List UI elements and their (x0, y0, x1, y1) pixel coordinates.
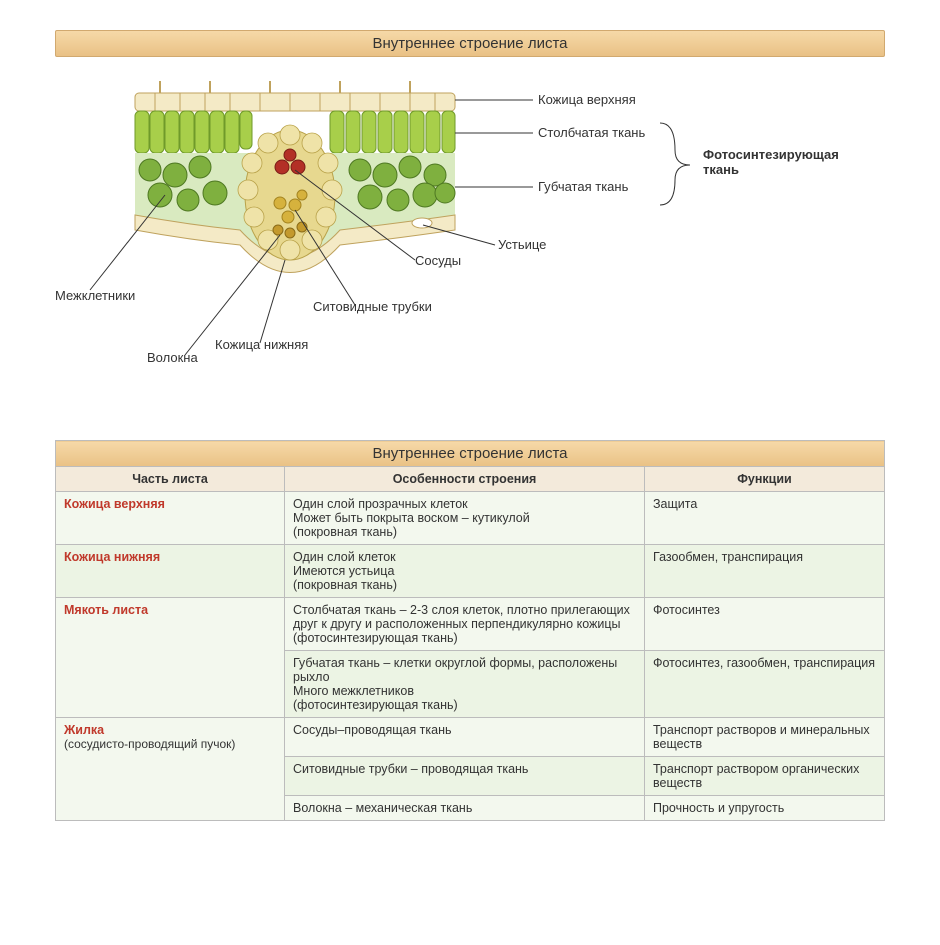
label-spongy: Губчатая ткань (538, 179, 628, 194)
row-part: Мякоть листа (64, 603, 148, 617)
row-function: Газообмен, транспирация (645, 545, 885, 598)
table-row: Мякоть листа Столбчатая ткань – 2-3 слоя… (56, 598, 885, 651)
row-part: Кожица нижняя (64, 550, 160, 564)
label-lower-epidermis: Кожица нижняя (215, 337, 308, 352)
diagram-title-bar: Внутреннее строение листа (55, 30, 885, 57)
table-title: Внутреннее строение листа (56, 441, 885, 467)
row-function: Транспорт раствором органических веществ (645, 757, 885, 796)
row-structure: Один слой клетокИмеются устьица(покровна… (285, 545, 645, 598)
row-part: Кожица верхняя (64, 497, 165, 511)
row-structure: Волокна – механическая ткань (285, 796, 645, 821)
row-structure: Один слой прозрачных клетокМожет быть по… (285, 492, 645, 545)
label-upper-epidermis: Кожица верхняя (538, 92, 636, 107)
label-fibres: Волокна (147, 350, 198, 365)
col-head-function: Функции (645, 467, 885, 492)
table-row: Кожица верхняя Один слой прозрачных клет… (56, 492, 885, 545)
table-row: Кожица нижняя Один слой клетокИмеются ус… (56, 545, 885, 598)
label-vessels: Сосуды (415, 253, 461, 268)
row-structure: Губчатая ткань – клетки округлой формы, … (285, 651, 645, 718)
col-head-part: Часть листа (56, 467, 285, 492)
row-function: Фотосинтез, газообмен, транспирация (645, 651, 885, 718)
row-part-sub: (сосудисто-проводящий пучок) (64, 737, 276, 751)
row-function: Защита (645, 492, 885, 545)
row-function: Фотосинтез (645, 598, 885, 651)
row-part: Жилка (64, 723, 104, 737)
leaf-svg (130, 75, 460, 305)
row-structure: Ситовидные трубки – проводящая ткань (285, 757, 645, 796)
leaf-table: Внутреннее строение листа Часть листа Ос… (55, 440, 885, 821)
row-structure: Столбчатая ткань – 2-3 слоя клеток, плот… (285, 598, 645, 651)
label-palisade: Столбчатая ткань (538, 125, 645, 140)
row-function: Прочность и упругость (645, 796, 885, 821)
label-intercellular: Межклетники (55, 288, 135, 303)
label-stomata: Устьице (498, 237, 546, 252)
label-sieve: Ситовидные трубки (313, 299, 432, 314)
leaf-diagram: Кожица верхняя Столбчатая ткань Губчатая… (55, 75, 885, 410)
row-function: Транспорт растворов и минеральных вещест… (645, 718, 885, 757)
label-photosynth-tissue: Фотосинтезирующаяткань (703, 147, 873, 177)
col-head-structure: Особенности строения (285, 467, 645, 492)
row-structure: Сосуды–проводящая ткань (285, 718, 645, 757)
table-row: Жилка (сосудисто-проводящий пучок) Сосуд… (56, 718, 885, 757)
